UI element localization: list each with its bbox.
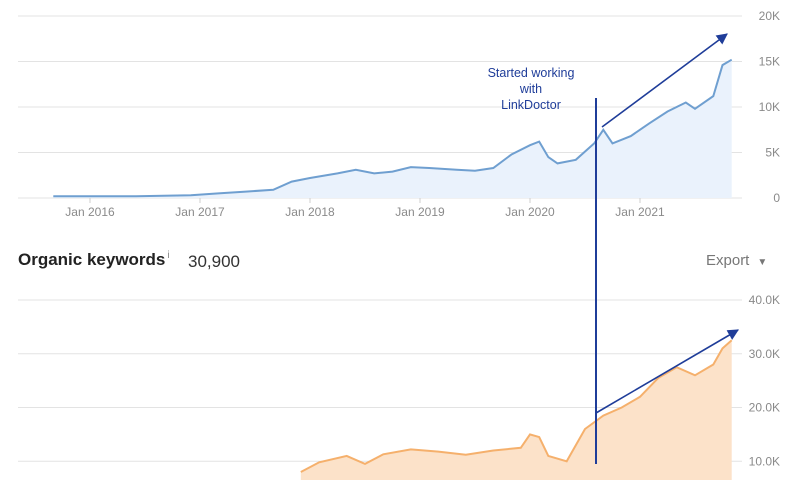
keywords-total-value: 30,900 (188, 252, 240, 271)
keywords-growth-arrow (595, 329, 739, 414)
y-tick-label: 40.0K (749, 293, 780, 307)
traffic-area-fill (53, 59, 732, 199)
traffic-growth-arrow (601, 33, 728, 128)
traffic-x-axis-ticks: Jan 2016 Jan 2017 Jan 2018 Jan 2019 Jan 2020… (65, 198, 665, 219)
x-tick-label: Jan 2018 (285, 205, 335, 219)
caret-down-icon: ▼ (757, 257, 768, 268)
y-tick-label: 20K (759, 9, 780, 23)
export-button[interactable]: Export ▼ (706, 252, 767, 269)
x-tick-label: Jan 2020 (505, 205, 555, 219)
section-title-text: Organic keywords (18, 250, 166, 269)
x-tick-label: Jan 2021 (615, 205, 665, 219)
x-tick-label: Jan 2019 (395, 205, 445, 219)
annotation-line-2: with (519, 82, 542, 96)
keywords-y-axis-ticks: 10.0K 20.0K 30.0K 40.0K (749, 293, 780, 468)
x-tick-label: Jan 2016 (65, 205, 115, 219)
annotation-line-1: Started working (488, 66, 575, 80)
info-icon[interactable]: i (167, 250, 170, 262)
keywords-area-fill (300, 340, 732, 480)
y-tick-label: 5K (765, 146, 780, 160)
y-tick-label: 10K (759, 100, 780, 114)
annotation-group: Started working with LinkDoctor (488, 33, 739, 464)
organic-keywords-chart: 10.0K 20.0K 30.0K 40.0K (18, 293, 780, 480)
y-tick-label: 15K (759, 55, 780, 69)
traffic-series-line (53, 58, 733, 198)
keywords-series-line (300, 339, 733, 473)
y-tick-label: 0 (773, 191, 780, 205)
y-tick-label: 30.0K (749, 347, 780, 361)
y-tick-label: 10.0K (749, 454, 780, 468)
y-tick-label: 20.0K (749, 401, 780, 415)
section-title: Organic keywords i (18, 250, 170, 270)
x-tick-label: Jan 2017 (175, 205, 225, 219)
annotation-line-3: LinkDoctor (501, 98, 561, 112)
traffic-y-axis-ticks: 0 5K 10K 15K 20K (759, 9, 781, 205)
export-label: Export (706, 252, 750, 269)
